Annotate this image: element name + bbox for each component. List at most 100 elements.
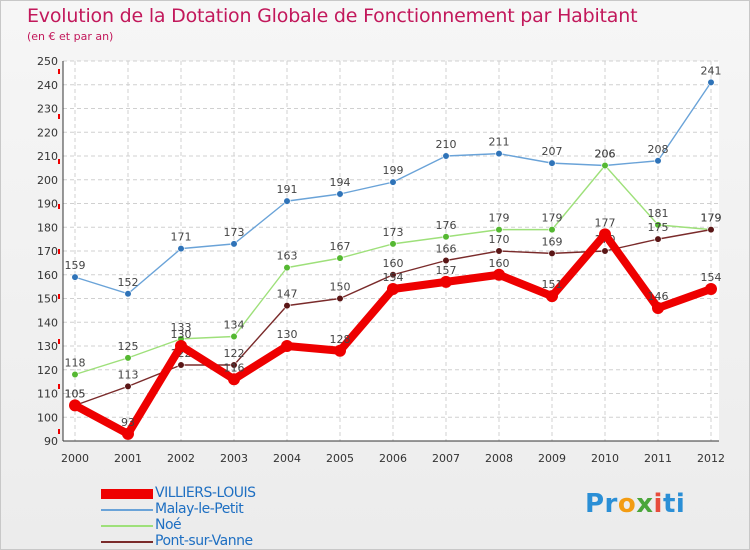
data-point-no- [71,370,79,379]
data-point-malay-le-petit [389,178,397,186]
data-label-malay-le-petit: 211 [489,136,510,149]
data-label-no-: 167 [330,240,351,253]
data-label-pont-sur-vanne: 179 [701,212,722,225]
data-label-villiers-louis: 116 [224,361,245,374]
data-point-villiers-louis [228,373,240,386]
data-point-pont-sur-vanne [177,361,185,369]
y-tick-label: 220 [37,126,58,139]
data-point-malay-le-petit [230,240,238,248]
data-label-no-: 181 [648,207,669,220]
data-point-villiers-louis [546,290,558,303]
y-tick-label: 100 [37,411,58,424]
data-point-villiers-louis [69,399,81,412]
data-label-villiers-louis: 146 [648,290,669,303]
data-label-malay-le-petit: 210 [436,138,457,151]
y-tick-label: 190 [37,198,58,211]
data-point-pont-sur-vanne [654,235,662,243]
legend-label: Pont-sur-Vanne [155,533,253,549]
data-point-malay-le-petit [442,152,450,160]
y-tick-label: 130 [37,340,58,353]
x-tick-label: 2007 [432,452,460,465]
data-label-malay-le-petit: 159 [65,259,86,272]
data-point-pont-sur-vanne [495,247,503,255]
x-tick-label: 2004 [273,452,301,465]
data-label-malay-le-petit: 194 [330,176,351,189]
x-tick-label: 2001 [114,452,142,465]
data-label-villiers-louis: 177 [595,216,616,229]
chart-title: Evolution de la Dotation Globale de Fonc… [27,5,638,27]
x-tick-label: 2003 [220,452,248,465]
data-label-pont-sur-vanne: 169 [542,235,563,248]
data-label-pont-sur-vanne: 166 [436,243,457,256]
data-label-no-: 176 [436,219,457,232]
data-point-malay-le-petit [495,150,503,158]
data-label-pont-sur-vanne: 105 [65,387,86,400]
data-label-villiers-louis: 154 [383,271,404,284]
data-point-villiers-louis [387,283,399,295]
data-label-malay-le-petit: 208 [648,143,669,156]
y-tick-label: 200 [37,174,58,187]
data-point-pont-sur-vanne [548,249,556,257]
data-label-villiers-louis: 130 [171,328,192,341]
data-point-villiers-louis [652,302,664,314]
data-label-malay-le-petit: 173 [224,226,245,239]
x-tick-label: 2009 [538,452,566,465]
data-point-no- [548,226,556,234]
data-label-malay-le-petit: 241 [701,64,722,77]
data-point-pont-sur-vanne [230,361,238,369]
y-tick-label: 150 [37,293,58,306]
data-label-pont-sur-vanne: 170 [489,233,510,246]
data-point-pont-sur-vanne [442,256,450,265]
data-point-villiers-louis [122,427,134,440]
data-label-villiers-louis: 93 [121,416,135,429]
data-point-malay-le-petit [124,290,132,298]
data-point-villiers-louis [599,228,611,241]
data-point-no- [283,264,291,272]
x-tick-label: 2011 [644,452,672,465]
data-point-malay-le-petit [283,197,291,205]
data-label-no-: 179 [489,212,510,225]
data-label-pont-sur-vanne: 113 [118,368,139,381]
data-label-no-: 125 [118,340,139,353]
data-point-villiers-louis [705,283,717,295]
legend-swatch [101,489,153,499]
x-tick-label: 2000 [61,452,89,465]
data-label-villiers-louis: 157 [436,264,457,277]
data-point-no- [124,354,132,362]
legend-swatch [101,509,153,511]
chart-subtitle: (en € et par an) [27,30,114,43]
data-label-malay-le-petit: 171 [171,231,192,244]
data-label-villiers-louis: 130 [277,328,298,341]
y-tick-label: 180 [37,221,58,234]
data-label-malay-le-petit: 199 [383,164,404,177]
data-label-pont-sur-vanne: 147 [277,288,298,301]
legend-label: Malay-le-Petit [155,501,244,517]
data-label-no-: 179 [701,212,722,225]
data-label-malay-le-petit: 207 [542,145,563,158]
y-tick-label: 250 [37,55,58,68]
data-point-no- [654,221,662,229]
data-point-malay-le-petit [548,159,556,167]
data-point-villiers-louis [281,340,293,352]
y-tick-label: 170 [37,245,58,258]
data-point-villiers-louis [175,340,187,352]
data-point-malay-le-petit [177,245,185,253]
y-tick-label: 160 [37,269,58,282]
data-label-no-: 179 [542,212,563,225]
data-point-no- [389,240,397,248]
data-point-villiers-louis [493,268,505,281]
data-point-villiers-louis [440,275,452,288]
legend-label: VILLIERS-LOUIS [155,485,256,501]
y-tick-label: 210 [37,150,58,163]
data-point-malay-le-petit [71,273,79,281]
data-point-pont-sur-vanne [601,247,609,255]
data-point-pont-sur-vanne [124,382,132,390]
proxiti-logo: Proxiti [585,489,686,519]
data-label-no-: 118 [65,357,86,370]
x-tick-label: 2005 [326,452,354,465]
data-point-no- [336,254,344,262]
x-tick-label: 2006 [379,452,407,465]
data-point-malay-le-petit [707,78,715,86]
data-point-pont-sur-vanne [389,271,397,279]
